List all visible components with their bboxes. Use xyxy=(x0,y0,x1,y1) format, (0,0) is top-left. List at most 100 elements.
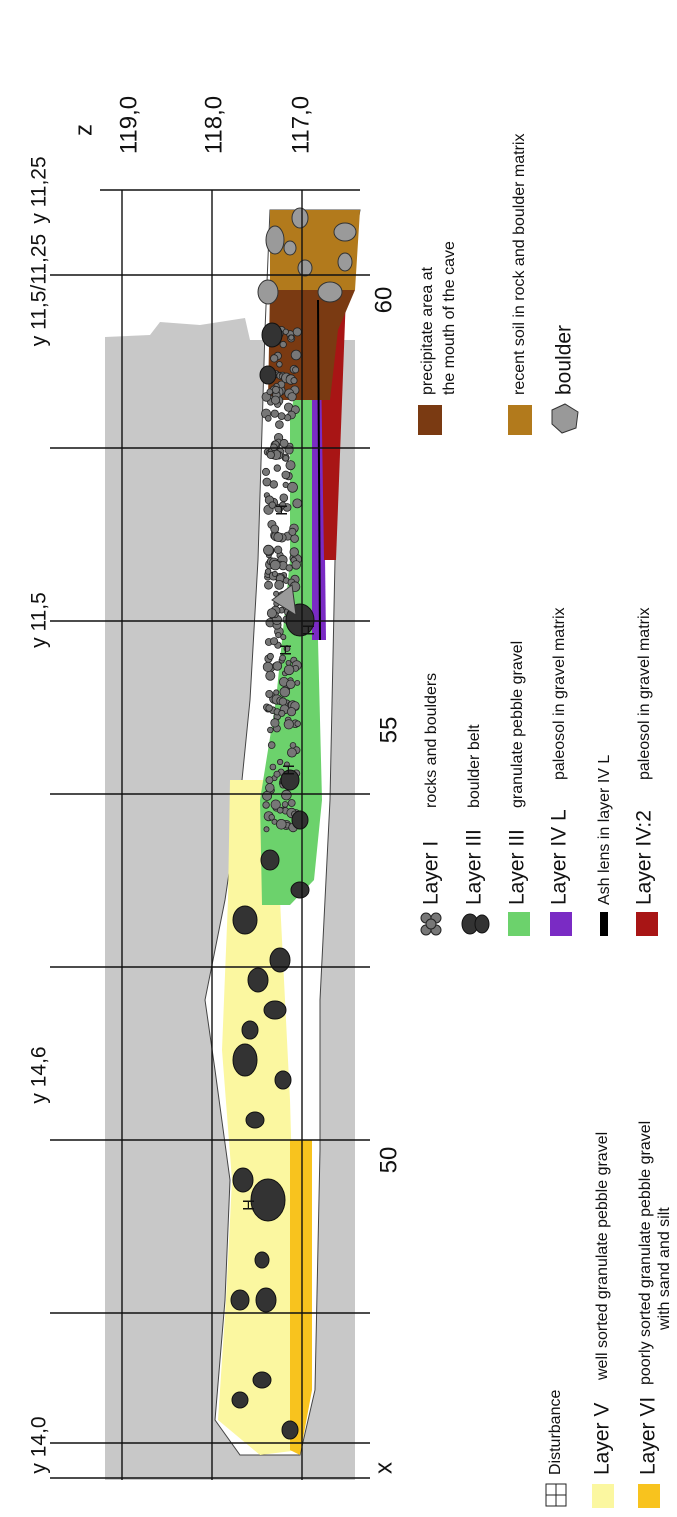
legend-label: Layer VI xyxy=(637,1397,660,1475)
pebble xyxy=(273,770,281,778)
boulder xyxy=(232,1043,258,1077)
pebble xyxy=(265,704,273,712)
pebble xyxy=(261,467,270,476)
pebble xyxy=(290,377,298,385)
pebble xyxy=(279,686,291,698)
grid-label: y 11,5 xyxy=(28,592,51,648)
pebble xyxy=(266,608,277,619)
grid xyxy=(50,189,370,1480)
elevation-label: 118,0 xyxy=(200,96,227,154)
pebble xyxy=(270,718,280,728)
grid-label: y 11,5/11,25 xyxy=(28,234,51,346)
legend-description: poorly sorted granulate pebble gravel xyxy=(637,1121,654,1385)
precipitate-area xyxy=(268,290,355,400)
stones xyxy=(230,207,357,1440)
pebble xyxy=(285,564,293,572)
pebble xyxy=(275,631,282,639)
pebble xyxy=(279,493,289,503)
legend-description: Ash lens in layer IV L xyxy=(596,755,613,905)
legend-description: paleosol in gravel matrix xyxy=(551,607,568,780)
icon-boulder-belt xyxy=(461,913,490,935)
disturbance-mark: H xyxy=(281,764,298,776)
legend-description: boulder belt xyxy=(466,724,483,808)
pebble xyxy=(265,690,274,699)
pebble xyxy=(290,349,302,361)
pebble xyxy=(273,532,284,542)
boulder xyxy=(254,1251,270,1269)
legend-description: with sand and silt xyxy=(656,1207,673,1331)
icon-boulder xyxy=(551,403,579,434)
boulder xyxy=(255,1287,277,1313)
pebble xyxy=(276,361,283,368)
pebble xyxy=(276,758,284,766)
boulder xyxy=(231,1391,249,1409)
elevation-label: 117,0 xyxy=(287,96,314,154)
legend-description: recent soil in rock and boulder matrix xyxy=(511,134,528,395)
pebble xyxy=(266,450,275,459)
pebble xyxy=(289,547,299,557)
gray-boulder xyxy=(333,222,357,242)
pebble xyxy=(275,420,284,429)
pebble xyxy=(262,801,270,809)
pebble xyxy=(271,570,278,577)
legend-label: Disturbance xyxy=(547,1390,564,1475)
pebble xyxy=(292,366,300,374)
pebble xyxy=(273,464,281,472)
pebble xyxy=(276,806,284,814)
gray-boulder xyxy=(257,279,279,305)
pebble xyxy=(262,661,273,673)
pebble xyxy=(292,498,303,509)
gray-boulder xyxy=(265,225,285,255)
pebble xyxy=(281,470,291,480)
gray-boulder xyxy=(283,240,297,256)
pebble xyxy=(267,726,274,734)
boulder xyxy=(269,947,291,973)
pebble xyxy=(270,395,280,405)
legend-label: Layer IV L xyxy=(548,809,571,905)
z-label: z xyxy=(70,124,97,136)
pebble xyxy=(273,545,283,554)
pebble xyxy=(294,720,301,727)
pebble xyxy=(269,763,277,771)
pebble xyxy=(270,409,279,418)
pebble xyxy=(277,412,286,421)
icon-green xyxy=(508,912,530,936)
pebble xyxy=(266,388,274,396)
legend-label: boulder xyxy=(553,325,576,395)
pebble xyxy=(286,707,297,717)
pebble xyxy=(279,654,287,662)
boulder xyxy=(259,365,277,385)
boulder xyxy=(291,810,309,830)
icon-layer-v xyxy=(592,1484,614,1508)
disturbance-mark: H xyxy=(274,504,291,516)
boulder xyxy=(290,881,310,899)
pebble xyxy=(265,776,274,784)
pebble xyxy=(266,652,274,660)
boulder xyxy=(241,1020,259,1040)
ash-lens xyxy=(317,299,321,641)
gray-boulder xyxy=(297,259,313,277)
pebble xyxy=(288,334,295,341)
gray-boulder xyxy=(291,207,309,229)
boulder xyxy=(230,1289,250,1311)
gray-boulder xyxy=(337,252,353,272)
pebble xyxy=(283,645,291,652)
recent-soil xyxy=(270,210,360,290)
pebble xyxy=(286,747,297,758)
pebble xyxy=(269,559,281,571)
boulder xyxy=(232,905,258,935)
pebble xyxy=(279,340,287,349)
pebble xyxy=(286,679,296,690)
pebble xyxy=(267,741,276,749)
icon-red xyxy=(636,912,658,936)
pebble xyxy=(288,527,297,536)
pebble xyxy=(285,460,296,471)
legend-label: Layer V xyxy=(591,1403,614,1475)
pebble xyxy=(278,697,288,706)
pebble xyxy=(264,580,273,590)
pebble xyxy=(265,783,275,793)
pebble xyxy=(268,814,275,821)
pebble xyxy=(285,660,292,666)
